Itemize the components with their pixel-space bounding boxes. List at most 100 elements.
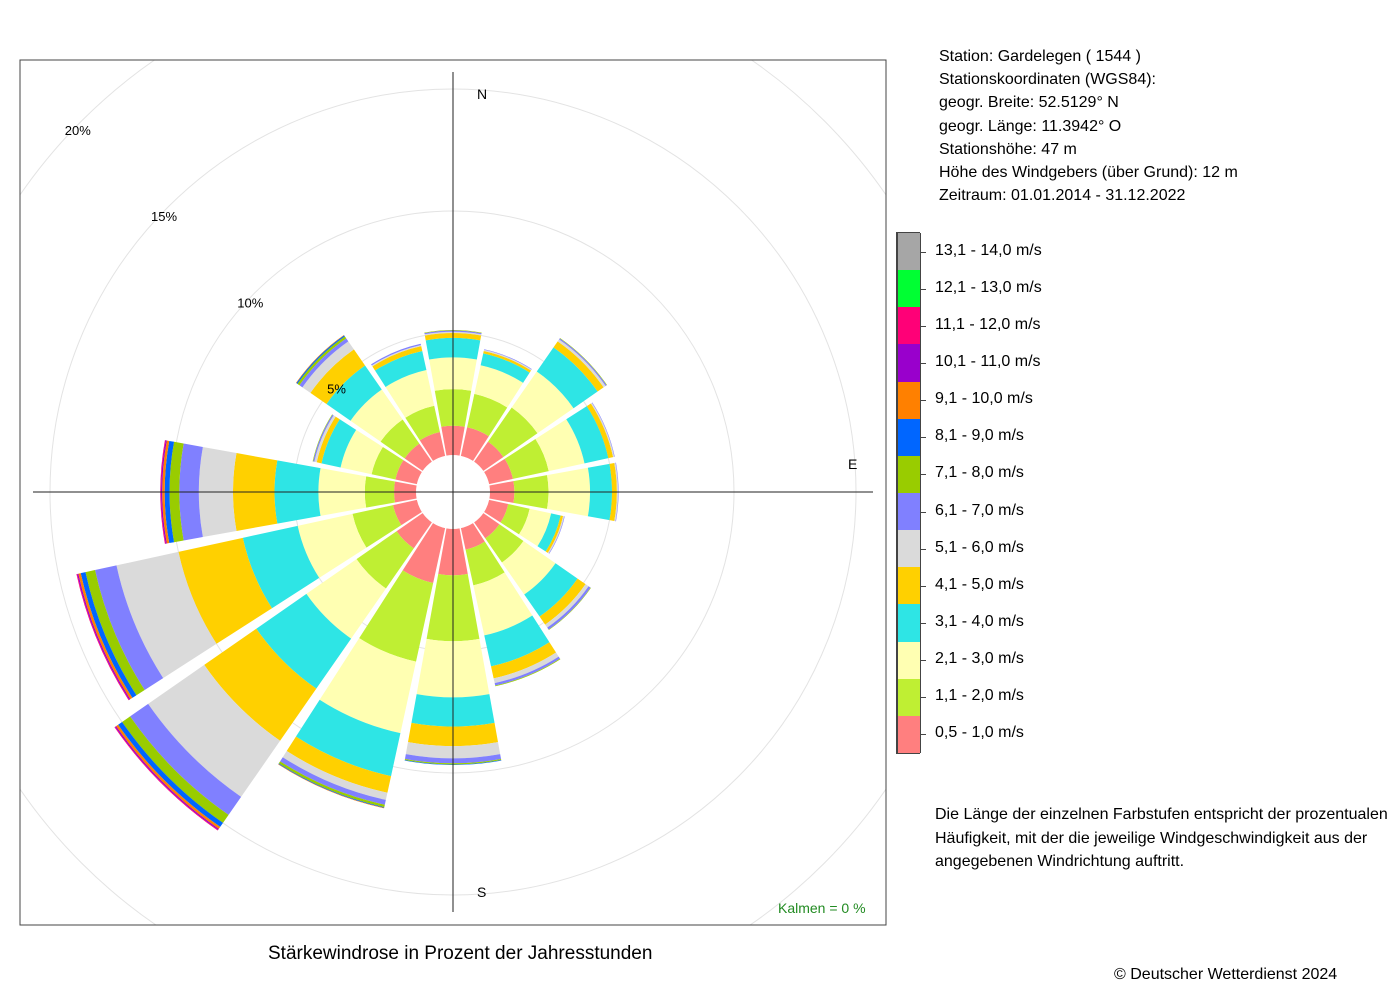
south-label: S: [477, 884, 486, 900]
wind-rose-chart: 5% 10% 15% 20% N E S Kalmen = 0 %: [19, 59, 887, 926]
sector-NNW-band-3: [385, 370, 435, 418]
station-name: Station: Gardelegen ( 1544 ): [939, 48, 1141, 65]
sector-WSW: [76, 499, 422, 701]
sector-ONO-band-4: [566, 406, 609, 464]
sector-OSO-band-4: [537, 513, 561, 552]
sector-NNW-band-5: [372, 346, 423, 371]
legend-swatch: [897, 455, 921, 494]
sector-SW: [114, 513, 432, 831]
note-line-1: Die Länge der einzelnen Farbstufen entsp…: [935, 806, 1388, 823]
sector-SO-band-7: [547, 586, 591, 630]
legend-tick: [920, 325, 926, 327]
sector-SSO-band-7: [494, 656, 560, 686]
legend-swatch: [897, 567, 921, 605]
legend-label: 2,1 - 3,0 m/s: [935, 650, 1024, 668]
legend-tick: [920, 548, 926, 550]
sector-NO-band-2: [488, 407, 538, 457]
sector-NW-band-4: [326, 365, 382, 421]
sector-NNO-band-5: [483, 350, 531, 373]
station-elevation: Stationshöhe: 47 m: [939, 140, 1077, 158]
sector-WNW-band-7: [313, 414, 334, 462]
legend-label: 5,1 - 6,0 m/s: [935, 538, 1024, 556]
sector-SW-band-4: [256, 593, 352, 689]
sector-O-band-6: [614, 462, 619, 522]
sector-NW-band-5: [310, 349, 366, 405]
sector-NO-band-1: [474, 441, 504, 471]
sector-WNW-band-6: [314, 415, 336, 463]
legend-label: 1,1 - 2,0 m/s: [935, 687, 1024, 705]
sector-NW-band-1: [404, 443, 432, 471]
sector-WNW-band-5: [316, 416, 340, 464]
sector-SO-band-4: [524, 563, 578, 617]
sector-NNO-band-1: [460, 427, 489, 461]
sector-SO-band-3: [501, 540, 556, 595]
sector-SSO-band-5: [491, 642, 557, 679]
north-label: N: [477, 86, 487, 102]
sector-SW-band-1: [396, 513, 432, 549]
legend-swatch: [897, 530, 921, 568]
sector-N-band-6: [424, 331, 482, 336]
sector-SSW-band-6: [282, 751, 388, 800]
sector-WNW-band-2: [371, 446, 404, 480]
legend-tick: [920, 511, 926, 513]
sector-SW-band-2: [356, 531, 414, 589]
sector-OSO-band-3: [519, 508, 552, 547]
sector-WNW: [312, 414, 422, 485]
sector-SO-band-6: [545, 584, 589, 628]
sector-SW-band-7: [130, 703, 242, 815]
sector-WSW-band-3: [297, 513, 367, 578]
legend-label: 6,1 - 7,0 m/s: [935, 501, 1024, 519]
anemometer-height: Höhe des Windgebers (über Grund): 12 m: [939, 164, 1238, 182]
sector-WSW-band-5: [178, 537, 272, 644]
chart-title: Stärkewindrose in Prozent der Jahresstun…: [268, 943, 653, 964]
note-line-3: angegebenen Windrichtung auftritt.: [935, 853, 1185, 870]
legend-swatch: [897, 604, 921, 643]
sector-WSW-band-1: [393, 499, 422, 526]
sector-NNO-band-2: [467, 393, 508, 437]
sector-N-band-8: [424, 330, 482, 334]
sector-OSO-band-2: [500, 504, 530, 535]
legend-tick: [920, 622, 926, 624]
sector-OSO: [484, 499, 565, 554]
sector-NNW-band-6: [371, 344, 422, 367]
legend-tick: [920, 288, 926, 290]
sector-NO-band-3: [511, 371, 574, 434]
sector-WNW-band-3: [340, 429, 383, 475]
legend-swatch: [897, 233, 921, 271]
sector-W-band-11: [161, 440, 167, 544]
sector-NO: [474, 337, 608, 471]
legend-swatch: [897, 307, 921, 345]
station-coordinates-heading: Stationskoordinaten (WGS84):: [939, 71, 1156, 89]
sector-SSW-band-7: [280, 757, 386, 805]
legend-tick: [920, 660, 926, 662]
sector-ONO-band-2: [504, 439, 549, 479]
sector-NNW: [371, 343, 446, 461]
sector-SO-band-1: [474, 513, 500, 539]
legend-label: 11,1 - 12,0 m/s: [935, 315, 1041, 333]
sector-NNO-band-3: [474, 365, 524, 408]
explanation-note: Die Länge der einzelnen Farbstufen entsp…: [935, 803, 1395, 874]
sector-WNW-band-4: [321, 419, 357, 468]
sector-SSW-band-3: [319, 638, 417, 734]
sector-SSO-band-4: [484, 615, 550, 667]
sector-WSW-band-2: [352, 505, 402, 548]
legend-tick: [920, 474, 926, 476]
sector-S-band-9: [404, 760, 502, 765]
ring-label-15: 15%: [151, 209, 177, 224]
legend-label: 4,1 - 5,0 m/s: [935, 575, 1024, 593]
station-longitude: geogr. Länge: 11.3942° O: [939, 117, 1122, 135]
legend-tick: [920, 400, 926, 402]
sector-NNO-band-4: [480, 353, 530, 383]
legend-label: 7,1 - 8,0 m/s: [935, 464, 1024, 482]
sector-OSO-band-1: [484, 499, 509, 523]
sector-WSW-band-8: [85, 570, 145, 696]
sector-SSW-band-1: [402, 523, 446, 583]
legend-swatch: [897, 344, 921, 383]
sector-SSW-band-2: [359, 570, 434, 662]
sector-ONO: [484, 402, 615, 485]
legend-tick: [920, 362, 926, 364]
sector-WSW-band-4: [242, 525, 320, 609]
sector-N: [424, 330, 482, 456]
sector-SW-band-6: [148, 664, 281, 797]
sector-NO-band-4: [536, 347, 598, 409]
